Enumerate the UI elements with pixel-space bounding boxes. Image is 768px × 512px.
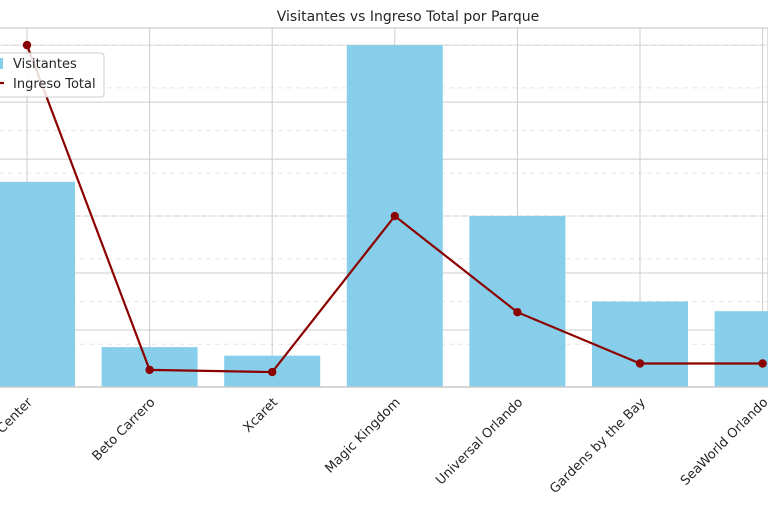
- x-tick-label: Gardens by the Bay: [547, 395, 649, 497]
- point-ingreso-total: [758, 359, 767, 368]
- x-tick-label: Xcaret: [241, 395, 281, 435]
- point-ingreso-total: [635, 359, 645, 368]
- x-tick-label: Universal Orlando: [433, 395, 526, 488]
- legend-label-ingreso-total: Ingreso Total: [13, 77, 96, 92]
- x-tick-label: Beto Carrero: [90, 395, 159, 464]
- legend: Visitantes Ingreso Total: [0, 52, 105, 98]
- legend-label-visitantes: Visitantes: [13, 57, 77, 72]
- point-ingreso-total: [513, 308, 522, 317]
- bar-visitantes: [714, 311, 768, 387]
- bar-visitantes: [592, 301, 688, 387]
- legend-box: [0, 52, 105, 98]
- point-ingreso-total: [145, 365, 154, 375]
- legend-swatch-visitantes: [0, 58, 3, 69]
- x-tick-label: SeaWorld Orlando: [678, 395, 768, 489]
- plot-area: Iguazú Center Beto Carrero Xcaret Magic Kin…: [0, 27, 768, 497]
- chart-title: Visitantes vs Ingreso Total por Parque: [277, 9, 540, 25]
- bar-visitantes: [469, 216, 566, 387]
- x-tick-label: Magic Kingdom: [322, 395, 403, 476]
- point-ingreso-total: [22, 40, 32, 50]
- bar-visitantes: [0, 181, 75, 387]
- point-ingreso-total: [268, 367, 277, 377]
- x-tick-label: Iguazú Center: [0, 395, 36, 471]
- point-ingreso-total: [390, 211, 399, 221]
